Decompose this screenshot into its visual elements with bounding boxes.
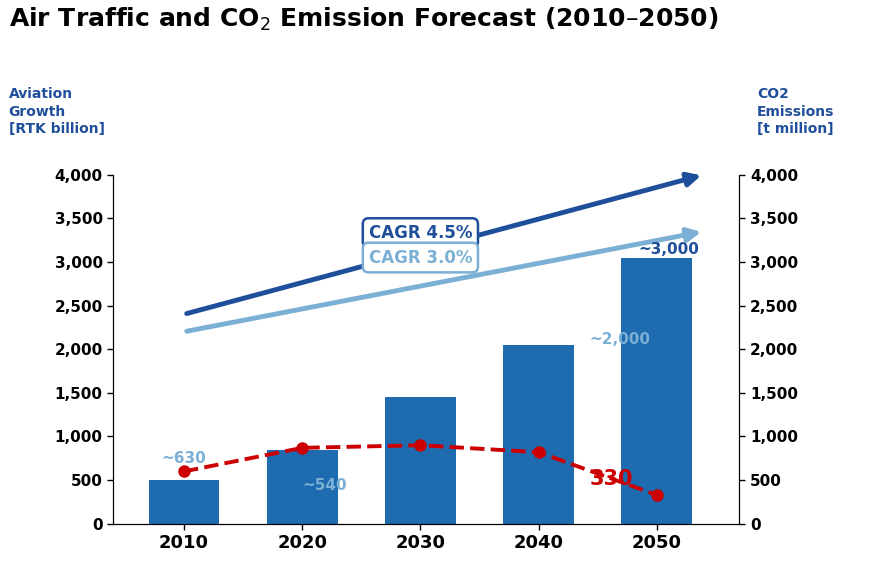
Bar bbox=[267, 449, 337, 524]
Bar bbox=[620, 257, 692, 524]
Text: ~2,000: ~2,000 bbox=[589, 332, 650, 347]
Text: CAGR 4.5%: CAGR 4.5% bbox=[368, 224, 472, 242]
Bar bbox=[502, 345, 574, 524]
Text: CAGR 3.0%: CAGR 3.0% bbox=[368, 249, 472, 267]
Bar bbox=[384, 397, 455, 524]
Text: ~630: ~630 bbox=[162, 451, 206, 466]
Bar bbox=[149, 480, 219, 524]
Text: Aviation
Growth
[RTK billion]: Aviation Growth [RTK billion] bbox=[9, 87, 104, 136]
Text: ~540: ~540 bbox=[302, 477, 347, 492]
Text: Air Traffic and CO$_2$ Emission Forecast (2010–2050): Air Traffic and CO$_2$ Emission Forecast… bbox=[9, 6, 718, 33]
Text: CO2
Emissions
[t million]: CO2 Emissions [t million] bbox=[756, 87, 833, 136]
Text: 330: 330 bbox=[589, 469, 633, 489]
Text: ~3,000: ~3,000 bbox=[638, 242, 698, 257]
